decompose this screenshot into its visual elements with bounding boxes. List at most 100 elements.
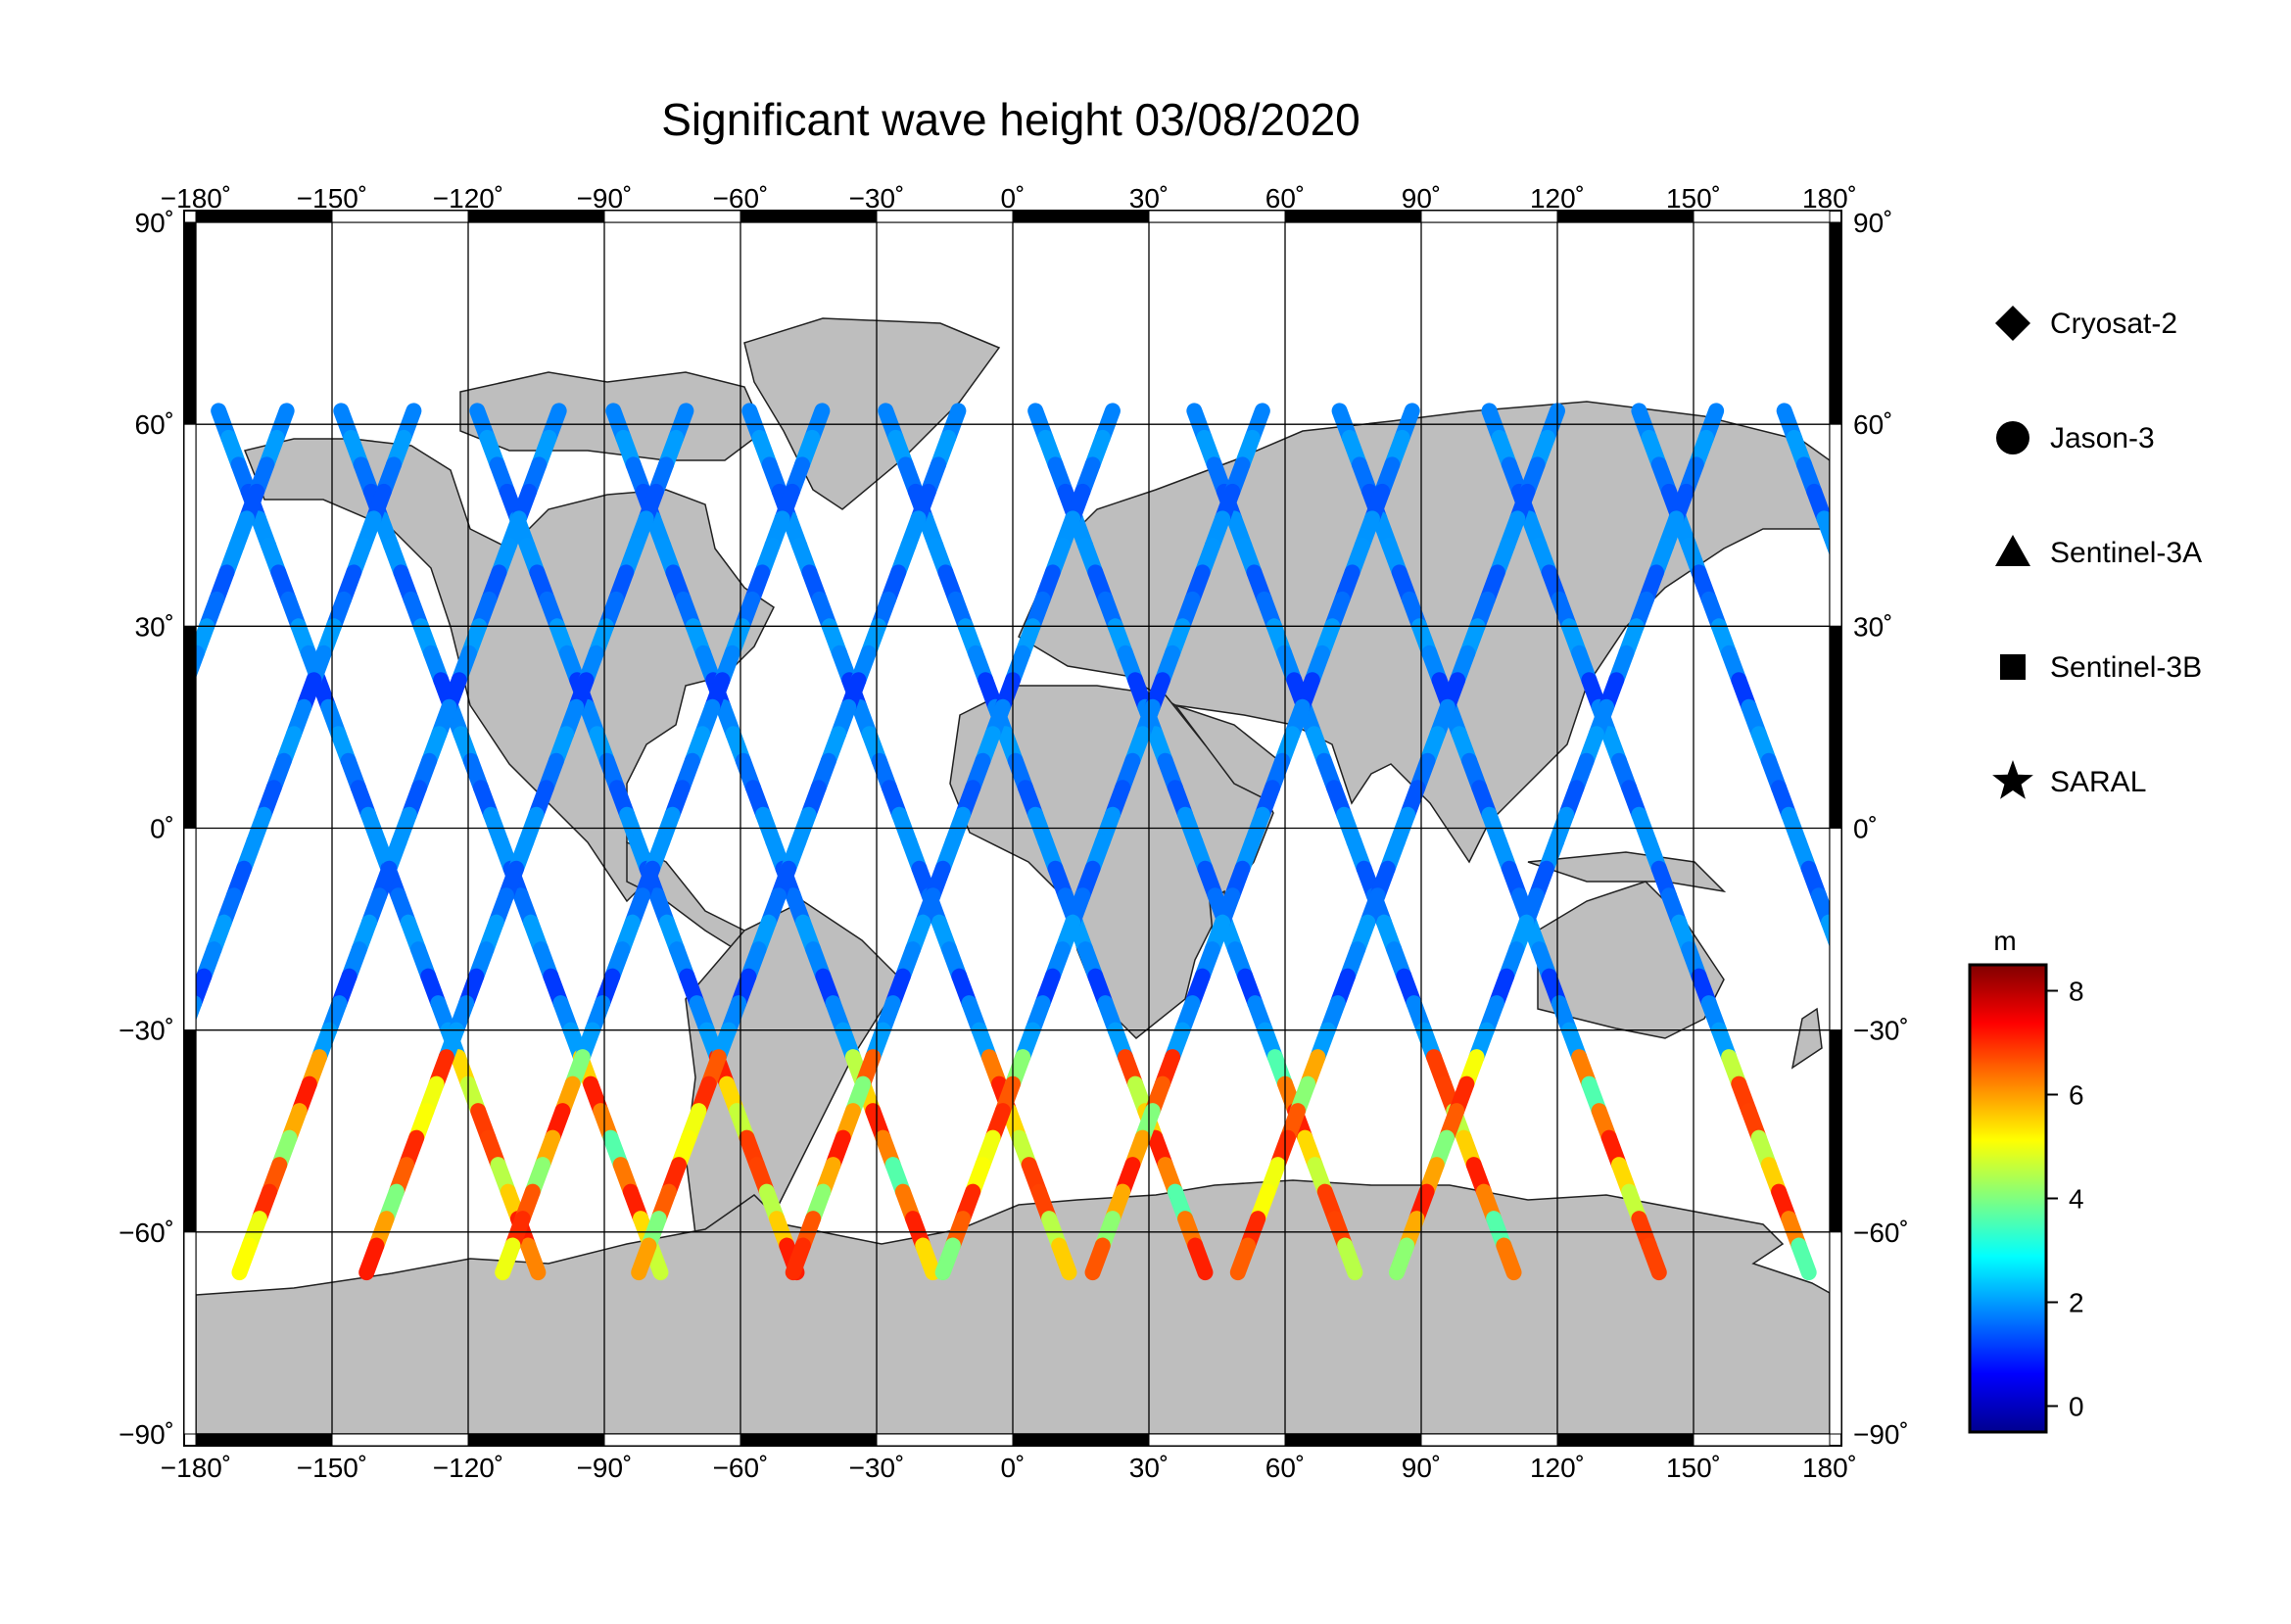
lon-tick-label-top: −180˚ <box>161 183 231 214</box>
colorbar: m 8 6 4 2 0 <box>1968 926 2084 1434</box>
track-segment <box>1929 1192 1938 1218</box>
lon-tick-label-top: −60˚ <box>713 183 769 214</box>
star-icon <box>1992 760 2033 799</box>
lon-tick-label-bottom: 120˚ <box>1530 1453 1585 1483</box>
lon-tick-label-top: 60˚ <box>1265 183 1305 214</box>
track-segment <box>1641 1237 1667 1281</box>
lon-tick-label-bottom: 0˚ <box>1001 1453 1026 1483</box>
track-segment <box>174 1030 184 1057</box>
track-segment <box>785 1237 811 1281</box>
lon-tick-label-top: 0˚ <box>1001 183 1026 214</box>
track-segment <box>165 1057 174 1083</box>
track-segment <box>1888 1084 1898 1111</box>
lon-tick-label-bottom: −180˚ <box>161 1453 231 1483</box>
track-segment <box>137 788 147 814</box>
lat-tick-label-right: 60˚ <box>1853 409 1892 440</box>
track-segment <box>1844 572 1854 598</box>
track-segment <box>157 734 167 760</box>
frame-segment <box>1148 1433 1286 1447</box>
lat-tick-label-left: 90˚ <box>135 208 174 238</box>
map-frame <box>183 210 1842 1447</box>
track-segment <box>1894 707 1904 734</box>
track-segment <box>1388 1237 1415 1281</box>
track-segment <box>631 1237 657 1281</box>
square-icon <box>2000 654 2026 680</box>
track-segment <box>7 1138 17 1165</box>
lon-tick-label-bottom: 150˚ <box>1666 1453 1721 1483</box>
frame-segment <box>1829 221 1842 425</box>
frame-segment <box>183 1029 197 1233</box>
legend-item: SARAL <box>1992 760 2146 799</box>
lon-tick-label-bottom: −90˚ <box>577 1453 633 1483</box>
track-segment <box>1898 1111 1908 1137</box>
lat-tick-label-left: −30˚ <box>119 1016 174 1046</box>
track-segment <box>37 1057 47 1083</box>
frame-segment <box>1829 423 1842 627</box>
track-segment <box>77 949 87 976</box>
track-segment <box>154 1084 164 1111</box>
track-segment <box>97 895 107 922</box>
track-segment <box>134 1138 144 1165</box>
track-segment <box>67 977 76 1003</box>
map-tick-labels: −180˚ −180˚ −150˚ −150˚ −120˚ −120˚ −90˚ −90˚ −6… <box>119 183 1909 1483</box>
lat-tick-label-right: −90˚ <box>1853 1419 1909 1450</box>
frame-segment <box>1284 1433 1422 1447</box>
track-segment <box>1879 1057 1888 1083</box>
track-segment <box>127 815 137 841</box>
frame-segment <box>1012 1433 1150 1447</box>
lat-tick-label-left: 60˚ <box>135 409 174 440</box>
lon-tick-label-bottom: 60˚ <box>1265 1453 1305 1483</box>
frame-segment <box>740 1433 878 1447</box>
lat-tick-label-right: 90˚ <box>1853 208 1892 238</box>
frame-segment <box>1693 1433 1831 1447</box>
colorbar-tick-label: 8 <box>2069 977 2084 1007</box>
track-segment <box>520 1237 547 1281</box>
frame-segment <box>1420 1433 1558 1447</box>
track <box>1388 403 1725 1281</box>
track-segment <box>27 1084 37 1111</box>
lon-tick-label-bottom: 90˚ <box>1402 1453 1441 1483</box>
colorbar-gradient <box>1968 963 2048 1434</box>
lon-tick-label-top: 180˚ <box>1802 183 1857 214</box>
track-segment <box>104 1218 114 1245</box>
track-segment <box>1934 815 1944 841</box>
track <box>631 403 967 1281</box>
track-segment <box>117 841 126 868</box>
lon-tick-label-top: −30˚ <box>849 183 905 214</box>
track-segment <box>1187 1237 1214 1281</box>
chart-title: Significant wave height 03/08/2020 <box>661 94 1360 145</box>
frame-segment <box>183 1231 197 1435</box>
lon-tick-label-top: −90˚ <box>577 183 633 214</box>
frame-segment <box>467 1433 605 1447</box>
track-segment <box>2054 1138 2064 1165</box>
legend-item: Sentinel-3B <box>2000 651 2202 684</box>
track-segment <box>1496 1237 1522 1281</box>
lat-tick-label-right: 0˚ <box>1853 814 1878 844</box>
track-segment <box>1964 895 1974 922</box>
lon-tick-label-top: 120˚ <box>1530 183 1585 214</box>
maritime-asia <box>1527 851 1727 893</box>
colorbar-ticks: 8 6 4 2 0 <box>2046 977 2084 1422</box>
frame-segment <box>183 828 197 1031</box>
track <box>231 403 567 1281</box>
track-segment <box>1919 1165 1929 1191</box>
diamond-icon <box>1995 306 2030 341</box>
track-segment <box>915 1237 941 1281</box>
colorbar-tick-label: 4 <box>2069 1184 2084 1215</box>
lat-tick-label-left: −60˚ <box>119 1218 174 1248</box>
lon-tick-label-bottom: 30˚ <box>1129 1453 1169 1483</box>
track-segment <box>1051 1237 1077 1281</box>
new-zealand <box>1790 1007 1823 1070</box>
lon-tick-label-top: 30˚ <box>1129 183 1169 214</box>
track-segment <box>196 968 213 1011</box>
track-segment <box>934 1237 961 1281</box>
track-segment <box>1874 653 1884 680</box>
lon-tick-label-bottom: −150˚ <box>297 1453 367 1483</box>
frame-segment <box>183 625 197 829</box>
track-segment <box>107 869 117 895</box>
track <box>358 403 694 1281</box>
frame-segment <box>1829 1231 1842 1435</box>
track <box>104 403 422 1245</box>
